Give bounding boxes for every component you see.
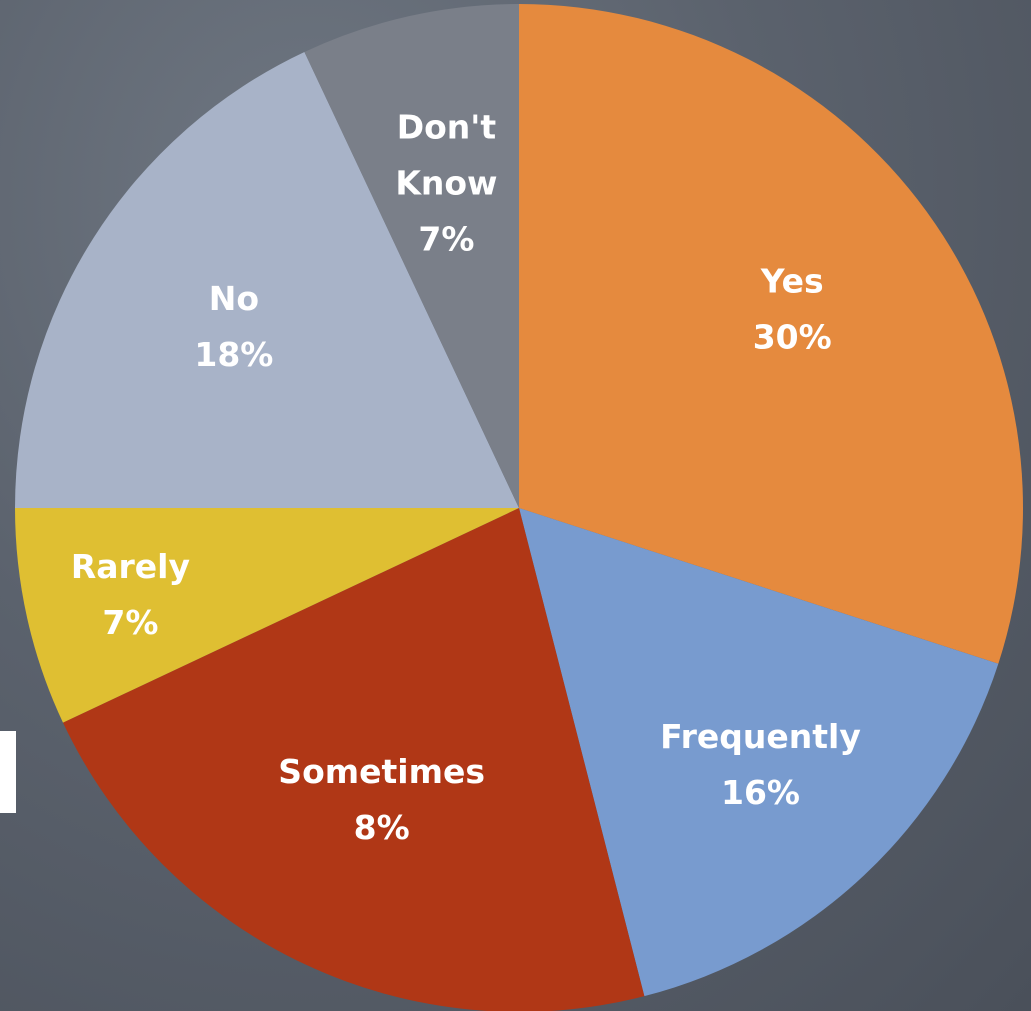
slice-label-no: No 18%	[194, 279, 273, 374]
slice-label-sometimes: Sometimes 8%	[278, 752, 485, 847]
pie-slice-no	[15, 51, 519, 509]
pie-slice-sometimes	[62, 508, 645, 1011]
pie-slice-don-t-know	[304, 4, 519, 508]
pie-slice-rarely	[15, 508, 519, 723]
pie-slices	[15, 4, 1023, 1011]
pie-labels: Yes 30% Frequently 16% Sometimes 8% Rarely 7% No…	[71, 107, 861, 846]
side-edge-block	[0, 731, 16, 813]
slice-label-don-t-know: Don't Know 7%	[395, 107, 497, 258]
slice-label-frequently: Frequently 16%	[660, 717, 861, 812]
pie-slice-yes	[519, 4, 1023, 664]
slice-label-yes: Yes 30%	[753, 262, 832, 357]
pie-slice-frequently	[519, 508, 999, 997]
slice-label-rarely: Rarely 7%	[71, 547, 190, 642]
